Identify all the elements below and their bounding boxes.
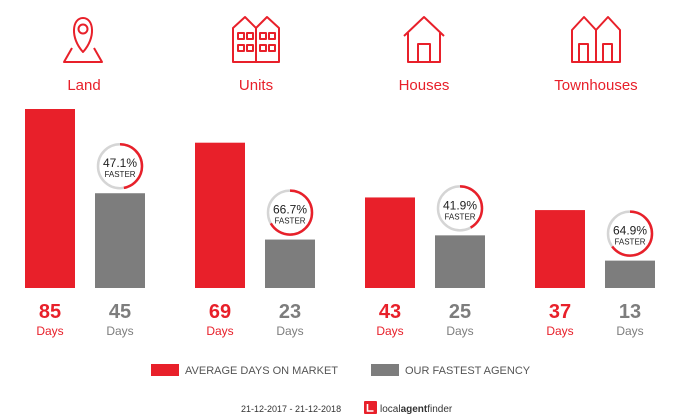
brand-text-local: local [380,404,401,415]
value-average-land: 85 [39,301,61,323]
value-labels: 85Days45Days69Days23Days43Days25Days37Da… [36,301,643,338]
unit-average-houses: Days [376,324,403,338]
legend: AVERAGE DAYS ON MARKET OUR FASTEST AGENC… [151,364,531,377]
category-labels: Land Units Houses Townhouses [67,77,637,94]
value-fastest-townhouses: 13 [619,301,641,323]
value-average-houses: 43 [379,301,401,323]
unit-average-units: Days [206,324,233,338]
faster-badge-houses: 41.9%FASTER [436,185,484,232]
faster-label-houses: FASTER [444,212,475,221]
brand-text-agent: agent [401,404,428,415]
category-label-townhouses: Townhouses [554,77,637,94]
category-label-land: Land [67,77,100,94]
value-fastest-houses: 25 [449,301,471,323]
unit-average-land: Days [36,324,63,338]
faster-label-land: FASTER [104,170,135,179]
faster-badge-townhouses: 64.9%FASTER [606,210,654,257]
faster-label-units: FASTER [274,217,305,226]
value-fastest-units: 23 [279,301,301,323]
unit-fastest-land: Days [106,324,133,338]
bar-fastest-houses [435,235,485,288]
value-average-units: 69 [209,301,231,323]
brand-text-finder: finder [427,404,453,415]
bars [25,109,655,288]
unit-average-townhouses: Days [546,324,573,338]
category-label-units: Units [239,77,273,94]
category-label-houses: Houses [399,77,450,94]
unit-fastest-units: Days [276,324,303,338]
unit-fastest-houses: Days [446,324,473,338]
faster-ring-progress-land [96,142,144,190]
faster-ring-progress-townhouses [606,210,654,257]
brand-square-icon [364,401,377,414]
faster-label-townhouses: FASTER [614,238,645,247]
faster-badge-land: 47.1%FASTER [96,142,144,190]
faster-percent-units: 66.7% [273,203,307,217]
localagentfinder-logo: localagentfinder [364,401,453,415]
house-icon [403,16,445,63]
bar-fastest-units [265,239,315,288]
bar-average-land [25,109,75,288]
bar-average-townhouses [535,210,585,288]
legend-swatch-average [151,364,179,376]
faster-percent-land: 47.1% [103,156,137,170]
units-building-icon [232,16,280,63]
faster-rings: 47.1%FASTER66.7%FASTER41.9%FASTER64.9%FA… [96,142,654,257]
brand-text: localagentfinder [380,404,453,415]
faster-ring-progress-houses [436,185,484,232]
date-range: 21-12-2017 - 21-12-2018 [241,404,341,414]
faster-percent-houses: 41.9% [443,198,477,212]
faster-ring-progress-units [266,189,314,236]
legend-label-average: AVERAGE DAYS ON MARKET [185,365,338,377]
footer: 21-12-2017 - 21-12-2018 localagentfinder [241,401,453,415]
faster-badge-units: 66.7%FASTER [266,189,314,236]
bar-average-units [195,142,245,288]
legend-label-fastest: OUR FASTEST AGENCY [405,365,531,377]
unit-fastest-townhouses: Days [616,324,643,338]
value-fastest-land: 45 [109,301,131,323]
faster-percent-townhouses: 64.9% [613,224,647,238]
bar-fastest-townhouses [605,260,655,288]
bar-average-houses [365,197,415,288]
legend-swatch-fastest [371,364,399,376]
value-average-townhouses: 37 [549,301,571,323]
townhouses-icon [571,16,621,63]
bar-fastest-land [95,193,145,288]
map-pin-icon [63,17,103,63]
